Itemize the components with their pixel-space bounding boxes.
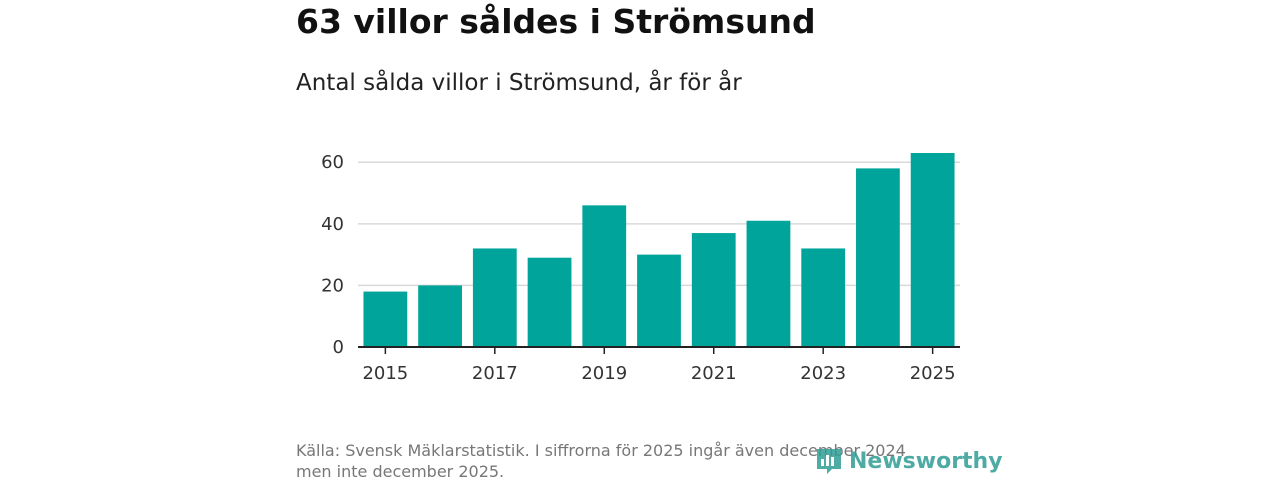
bar-2019: [582, 205, 627, 347]
bar-2020: [637, 254, 681, 347]
bar-2021: [691, 233, 736, 347]
bar-2025: [910, 153, 955, 347]
source-line-1: Källa: Svensk Mäklarstatistik. I siffror…: [296, 441, 906, 460]
x-tick-label: 2015: [362, 363, 408, 384]
bar-2015: [363, 291, 408, 347]
source-note: Källa: Svensk Mäklarstatistik. I siffror…: [296, 440, 956, 482]
x-tick-labels: 2015 2017 2019 2021 2023 2025: [362, 347, 956, 384]
x-tick-label: 2021: [691, 363, 737, 384]
chart-subtitle: Antal sålda villor i Strömsund, år för å…: [296, 70, 742, 96]
bar-2022: [746, 220, 791, 347]
y-tick-label: 40: [321, 214, 344, 235]
bar-2018: [527, 257, 572, 347]
bar-chart-icon: [817, 449, 841, 474]
x-tick-label: 2019: [581, 363, 627, 384]
bar-2017: [472, 248, 517, 347]
bar-2023: [801, 248, 846, 347]
logo-text: Newsworthy: [849, 448, 1003, 474]
x-tick-label: 2017: [472, 363, 518, 384]
bars: [363, 153, 955, 347]
y-tick-labels: 0 20 40 60: [321, 152, 344, 358]
newsworthy-logo: Newsworthy: [815, 446, 1003, 476]
y-tick-label: 0: [333, 337, 344, 358]
x-tick-label: 2025: [910, 363, 956, 384]
source-line-2: men inte december 2025.: [296, 462, 505, 481]
x-tick-label: 2023: [800, 363, 846, 384]
chart-title: 63 villor såldes i Strömsund: [296, 2, 816, 41]
bar-2016: [418, 285, 462, 347]
bar-2024: [856, 168, 900, 347]
y-tick-label: 20: [321, 275, 344, 296]
y-tick-label: 60: [321, 152, 344, 173]
